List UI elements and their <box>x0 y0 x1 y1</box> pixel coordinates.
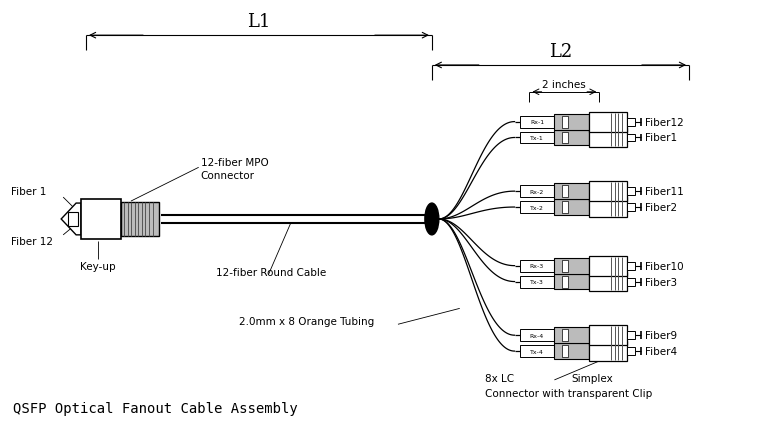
Bar <box>520 132 555 144</box>
Text: 2 inches: 2 inches <box>542 80 586 89</box>
Bar <box>589 272 627 292</box>
Text: Tx-3: Tx-3 <box>530 279 544 285</box>
Bar <box>589 256 627 276</box>
Bar <box>563 329 568 341</box>
Bar <box>563 260 568 272</box>
Text: 8x LC: 8x LC <box>485 373 514 383</box>
Bar <box>627 331 635 340</box>
Text: Rx-3: Rx-3 <box>530 264 544 268</box>
Text: Fiber1: Fiber1 <box>645 133 678 143</box>
Bar <box>555 328 589 343</box>
Text: Fiber9: Fiber9 <box>645 331 678 340</box>
Text: Fiber11: Fiber11 <box>645 187 684 197</box>
Bar <box>520 116 555 128</box>
Bar <box>81 200 121 239</box>
Text: L2: L2 <box>549 43 572 61</box>
Bar <box>555 114 589 130</box>
Text: Fiber 1: Fiber 1 <box>12 187 47 197</box>
Bar <box>520 276 555 288</box>
Bar <box>589 128 627 148</box>
Bar <box>563 132 568 144</box>
Text: Tx-4: Tx-4 <box>530 349 544 354</box>
Bar <box>121 203 159 236</box>
Bar <box>520 329 555 341</box>
Bar <box>627 204 635 212</box>
Bar <box>589 325 627 345</box>
Bar <box>68 213 78 226</box>
Bar <box>563 116 568 128</box>
Bar <box>555 130 589 146</box>
Bar <box>520 186 555 198</box>
Text: QSFP Optical Fanout Cable Assembly: QSFP Optical Fanout Cable Assembly <box>13 401 298 415</box>
Text: 2.0mm x 8 Orange Tubing: 2.0mm x 8 Orange Tubing <box>239 317 374 327</box>
Bar <box>627 134 635 142</box>
Bar <box>589 341 627 361</box>
Text: Fiber2: Fiber2 <box>645 202 678 213</box>
Bar <box>563 345 568 357</box>
Bar <box>555 200 589 216</box>
Bar <box>520 345 555 357</box>
Bar <box>555 343 589 359</box>
Text: Connector with transparent Clip: Connector with transparent Clip <box>485 388 652 398</box>
Text: Simplex: Simplex <box>571 373 613 383</box>
Text: Key-up: Key-up <box>80 261 116 271</box>
Bar <box>563 201 568 213</box>
Text: L1: L1 <box>247 13 270 31</box>
Bar <box>627 262 635 270</box>
Bar <box>627 347 635 355</box>
Bar <box>563 276 568 288</box>
Text: 12-fiber Round Cable: 12-fiber Round Cable <box>216 267 326 277</box>
Bar <box>627 278 635 286</box>
Bar <box>520 201 555 213</box>
Text: Fiber 12: Fiber 12 <box>12 236 54 246</box>
Text: 12-fiber MPO
Connector: 12-fiber MPO Connector <box>200 158 268 180</box>
Bar <box>627 118 635 126</box>
Text: Fiber10: Fiber10 <box>645 261 684 271</box>
Text: Tx-2: Tx-2 <box>530 205 544 210</box>
Text: Fiber4: Fiber4 <box>645 346 678 356</box>
Text: Rx-2: Rx-2 <box>530 189 544 194</box>
Bar <box>563 186 568 198</box>
Bar <box>555 274 589 290</box>
Text: Fiber3: Fiber3 <box>645 277 678 287</box>
Bar <box>589 112 627 132</box>
Bar <box>589 182 627 201</box>
Polygon shape <box>61 204 81 235</box>
Bar <box>589 198 627 217</box>
Text: Fiber12: Fiber12 <box>645 117 684 127</box>
Text: Rx-4: Rx-4 <box>530 333 544 338</box>
Text: Tx-1: Tx-1 <box>530 135 544 141</box>
Bar <box>520 260 555 272</box>
Ellipse shape <box>425 204 439 235</box>
Text: Rx-1: Rx-1 <box>530 120 544 125</box>
Bar <box>627 188 635 196</box>
Bar <box>555 258 589 274</box>
Bar <box>555 184 589 200</box>
